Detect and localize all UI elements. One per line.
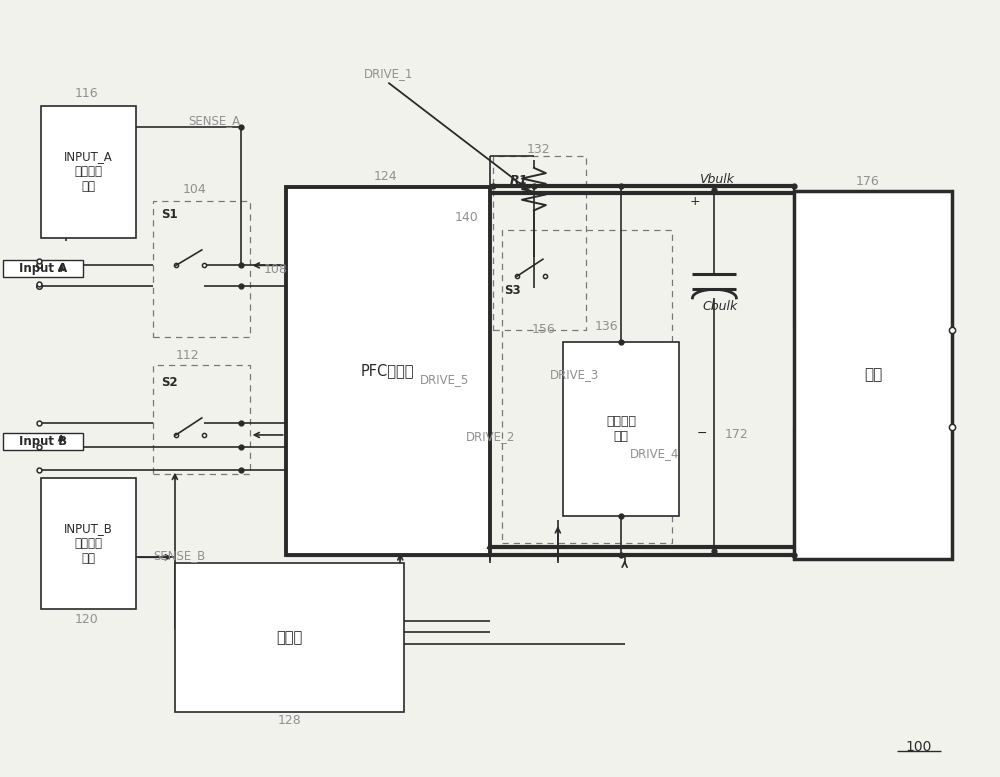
- Bar: [794, 191, 952, 559]
- Text: SENSE_A: SENSE_A: [188, 113, 240, 127]
- Bar: [286, 187, 490, 555]
- Text: 104: 104: [183, 183, 207, 197]
- Bar: [153, 201, 250, 336]
- Text: 116: 116: [74, 87, 98, 99]
- Text: S3: S3: [504, 284, 521, 297]
- Bar: [41, 478, 136, 609]
- Text: R1: R1: [510, 174, 528, 187]
- Text: SENSE_B: SENSE_B: [153, 549, 205, 562]
- Text: 128: 128: [278, 714, 301, 727]
- Text: S2: S2: [161, 375, 178, 388]
- Text: 输出调节
电路: 输出调节 电路: [606, 415, 636, 443]
- Text: DRIVE_4: DRIVE_4: [630, 447, 679, 460]
- Text: 120: 120: [74, 613, 98, 626]
- Text: DRIVE_1: DRIVE_1: [364, 68, 413, 80]
- Text: INPUT_A
电压感测
电路: INPUT_A 电压感测 电路: [64, 150, 113, 193]
- Text: DRIVE_2: DRIVE_2: [466, 430, 515, 443]
- Text: 132: 132: [527, 143, 551, 156]
- Bar: [3, 260, 83, 277]
- Text: Vbulk: Vbulk: [699, 172, 734, 186]
- Text: 156: 156: [532, 323, 556, 336]
- Bar: [3, 434, 83, 451]
- Text: S1: S1: [161, 208, 178, 221]
- Text: +: +: [689, 194, 700, 207]
- Text: PFC转换器: PFC转换器: [361, 364, 415, 378]
- Bar: [563, 342, 679, 516]
- Bar: [502, 230, 672, 543]
- Text: 136: 136: [595, 320, 618, 333]
- Text: DRIVE_5: DRIVE_5: [420, 373, 469, 386]
- Bar: [153, 365, 250, 474]
- Text: 108: 108: [264, 263, 288, 277]
- Text: 124: 124: [374, 169, 397, 183]
- Text: 172: 172: [724, 428, 748, 441]
- Text: 140: 140: [455, 211, 479, 224]
- Text: 控制器: 控制器: [276, 630, 303, 645]
- Text: Input A: Input A: [19, 262, 67, 275]
- Bar: [493, 156, 586, 330]
- Bar: [175, 563, 404, 713]
- Text: Cbulk: Cbulk: [702, 301, 738, 313]
- Text: DRIVE_3: DRIVE_3: [550, 368, 599, 381]
- Text: 176: 176: [856, 175, 880, 188]
- Bar: [41, 106, 136, 238]
- Text: INPUT_B
电压感测
电路: INPUT_B 电压感测 电路: [64, 522, 113, 565]
- Text: Input B: Input B: [19, 435, 67, 448]
- Text: 112: 112: [176, 349, 200, 362]
- Text: 100: 100: [906, 740, 932, 754]
- Text: −: −: [696, 427, 707, 440]
- Text: 负载: 负载: [864, 368, 882, 382]
